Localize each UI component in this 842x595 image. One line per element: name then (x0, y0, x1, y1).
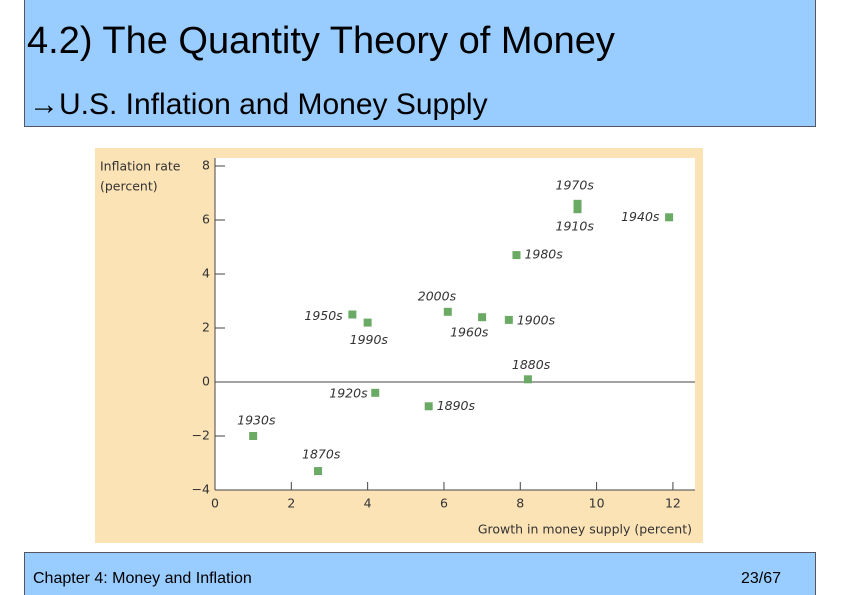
point-label: 1960s (450, 325, 489, 340)
data-point (523, 375, 532, 384)
y-axis-label: (percent) (100, 179, 158, 194)
point-label: 1890s (437, 398, 476, 413)
x-tick-label: 4 (364, 496, 372, 511)
point-label: 1910s (556, 219, 595, 234)
header: 4.2) The Quantity Theory of Money →U.S. … (24, 0, 816, 127)
y-tick-label: −2 (192, 428, 210, 443)
y-tick-label: −4 (192, 482, 210, 497)
point-label: 1900s (517, 312, 556, 327)
y-tick-label: 2 (202, 320, 210, 335)
x-tick-label: 0 (211, 496, 219, 511)
y-tick-label: 4 (202, 266, 210, 281)
data-point (573, 199, 582, 208)
data-point (348, 310, 357, 319)
plot-area (215, 158, 695, 490)
point-label: 1980s (524, 247, 563, 262)
page-number: 23/67 (740, 570, 781, 587)
point-label: 1990s (350, 332, 389, 347)
x-tick-label: 2 (287, 496, 295, 511)
y-tick-label: 8 (202, 158, 210, 173)
data-point (573, 205, 582, 214)
data-point (665, 213, 674, 222)
data-point (249, 432, 258, 440)
footer: Chapter 4: Money and Inflation 23/67 (24, 552, 816, 595)
point-label: 1940s (621, 209, 660, 224)
point-label: 1950s (304, 308, 343, 323)
x-axis-label: Growth in money supply (percent) (478, 522, 692, 537)
x-tick-label: 12 (665, 496, 681, 511)
data-point (504, 315, 513, 324)
point-label: 1970s (556, 177, 595, 192)
y-tick-label: 0 (202, 374, 210, 389)
slide-subtitle: →U.S. Inflation and Money Supply (29, 88, 488, 121)
x-tick-label: 6 (440, 496, 448, 511)
data-point (363, 318, 372, 327)
footer-text: Chapter 4: Money and Inflation (33, 570, 252, 587)
point-label: 1920s (329, 385, 368, 400)
point-label: 1880s (512, 357, 551, 372)
point-label: 1930s (237, 413, 276, 428)
data-point (512, 251, 521, 260)
x-tick-label: 10 (589, 496, 605, 511)
data-point (314, 467, 323, 476)
y-tick-label: 6 (202, 212, 210, 227)
data-point (424, 402, 433, 411)
point-label: 1870s (302, 447, 341, 462)
y-axis-label: Inflation rate (100, 159, 181, 174)
data-point (443, 307, 452, 316)
x-tick-label: 8 (516, 496, 524, 511)
point-label: 2000s (418, 288, 457, 303)
data-point (478, 313, 487, 322)
slide-title: 4.2) The Quantity Theory of Money (27, 20, 615, 62)
data-point (371, 388, 380, 397)
